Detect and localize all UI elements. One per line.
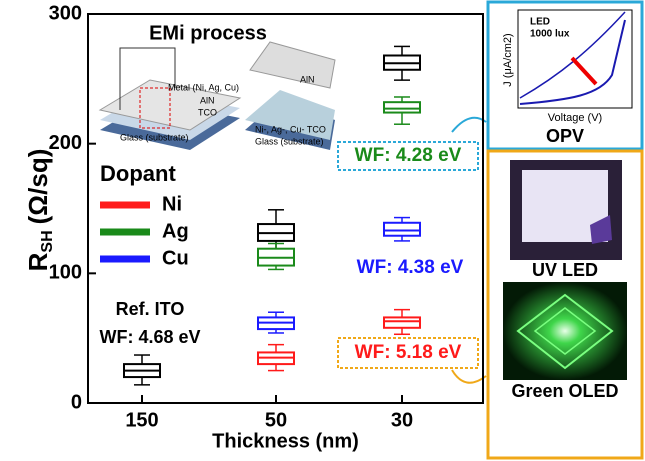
opv-inset: LED <box>530 17 550 28</box>
x-tick-label: 30 <box>391 409 413 431</box>
x-axis-label: Thickness (nm) <box>212 430 359 452</box>
box <box>383 316 421 329</box>
illustration-label: TCO <box>198 107 217 117</box>
y-axis-label-unit: (Ω/sq) <box>23 149 53 225</box>
illustration-label: Ni-, Ag-, Cu- TCO <box>255 124 326 134</box>
opv-y-label: J (μA/cm2) <box>502 33 514 86</box>
y-tick-label: 300 <box>49 2 82 24</box>
legend-label: Cu <box>162 247 189 269</box>
chart-title: EMi process <box>149 22 267 44</box>
arrow <box>451 116 487 133</box>
panel-label: Green OLED <box>511 381 618 401</box>
annotation-box <box>337 141 479 171</box>
y-tick-label: 0 <box>71 391 82 413</box>
y-tick-label: 100 <box>49 262 82 284</box>
illustration-label: Glass (substrate) <box>255 136 324 146</box>
legend-title: Dopant <box>100 161 176 186</box>
y-axis-label: RSH (Ω/sq) <box>23 149 56 272</box>
x-tick-label: 50 <box>265 409 287 431</box>
legend-label: Ag <box>162 220 189 242</box>
illustration-label: Metal (Ni, Ag, Cu) <box>168 82 239 92</box>
annotation: Ref. ITO <box>116 299 185 319</box>
annotation: WF: 5.18 eV <box>355 342 462 363</box>
x-tick-label: 150 <box>125 409 158 431</box>
box <box>383 101 421 114</box>
oled-photo <box>503 282 627 380</box>
annotation-box <box>337 337 479 369</box>
y-axis-label-sub: SH <box>39 230 56 252</box>
illustration-label: AlN <box>200 95 215 105</box>
annotation: WF: 4.28 eV <box>355 145 462 166</box>
illustration-label: AlN <box>300 74 315 84</box>
y-tick-label: 200 <box>49 132 82 154</box>
arrow <box>451 369 487 384</box>
box <box>383 221 421 237</box>
y-axis-label-main: R <box>23 252 53 271</box>
opv-arrow <box>570 56 598 86</box>
plot-frame <box>87 13 484 404</box>
opv-x-label: Voltage (V) <box>548 112 602 124</box>
annotation: WF: 4.68 eV <box>99 327 200 347</box>
illustration-label: Glass (substrate) <box>120 132 189 142</box>
opv-curve <box>519 19 626 105</box>
legend-label: Ni <box>162 193 182 215</box>
panel-label: UV LED <box>532 260 598 280</box>
panel-label: OPV <box>546 126 584 146</box>
annotation: WF: 4.38 eV <box>357 257 464 278</box>
process-illustration <box>98 41 336 150</box>
opv-inset: 1000 lux <box>530 29 570 40</box>
